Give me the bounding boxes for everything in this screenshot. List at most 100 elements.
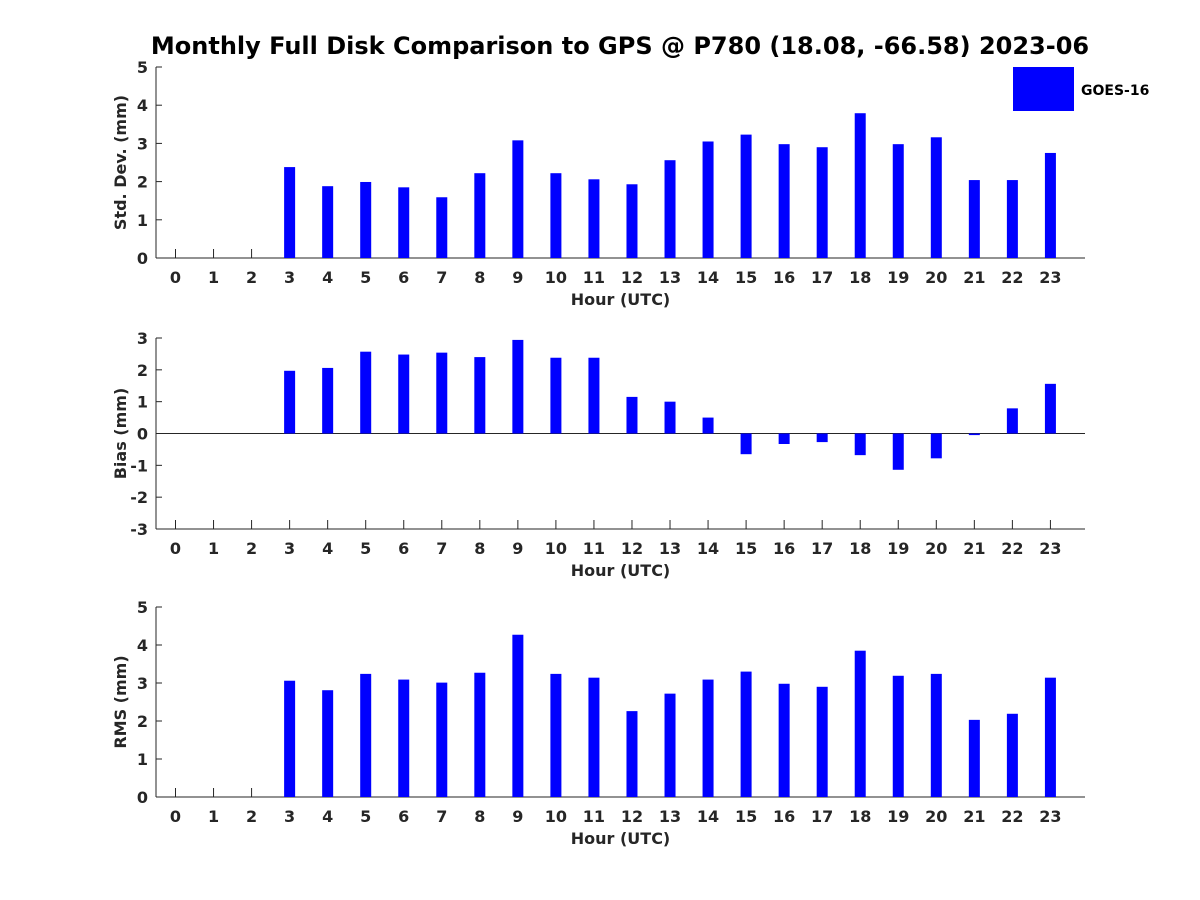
x-tick-label: 7 [436,807,447,826]
bar-hour-6 [398,679,410,797]
legend: GOES-16 [1013,67,1149,111]
bar-hour-16 [778,683,790,797]
y-tick-label: 3 [137,329,148,348]
x-tick-label: 22 [1001,268,1023,287]
x-tick-label: 14 [697,268,719,287]
x-tick-label: 2 [246,807,257,826]
x-tick-label: 19 [887,539,909,558]
x-tick-label: 1 [208,539,219,558]
x-tick-label: 22 [1001,807,1023,826]
x-tick-label: 1 [208,807,219,826]
x-tick-label: 16 [773,539,795,558]
bar-hour-16 [778,144,790,258]
bar-hour-4 [322,367,334,434]
bar-hour-11 [588,179,600,258]
x-tick-label: 3 [284,807,295,826]
x-tick-label: 8 [474,268,485,287]
bar-hour-14 [702,141,714,258]
bar-hour-22 [1006,408,1018,434]
x-tick-label: 20 [925,807,947,826]
x-tick-label: 11 [583,539,605,558]
bar-hour-21 [968,433,980,436]
y-tick-label: -1 [130,456,148,475]
bar-hour-7 [436,197,448,258]
bar-hour-11 [588,677,600,797]
x-tick-label: 18 [849,807,871,826]
x-tick-label: 20 [925,268,947,287]
x-tick-label: 16 [773,268,795,287]
bar-hour-19 [892,144,904,258]
y-axis-label: RMS (mm) [111,655,130,748]
y-tick-label: 0 [137,249,148,268]
y-tick-label: 5 [137,58,148,77]
x-tick-label: 8 [474,807,485,826]
x-tick-label: 6 [398,807,409,826]
bar-hour-19 [892,433,904,470]
bar-hour-8 [474,672,486,797]
x-tick-label: 10 [545,268,567,287]
x-tick-label: 9 [512,807,523,826]
y-tick-label: 2 [137,712,148,731]
x-tick-label: 15 [735,268,757,287]
x-tick-label: 13 [659,807,681,826]
chart-title: Monthly Full Disk Comparison to GPS @ P7… [151,32,1089,60]
x-tick-label: 23 [1039,268,1061,287]
y-tick-label: 2 [137,361,148,380]
bar-hour-7 [436,682,448,797]
y-tick-label: 5 [137,598,148,617]
legend-label: GOES-16 [1081,83,1149,99]
x-tick-label: 9 [512,268,523,287]
bar-hour-12 [626,396,638,434]
y-tick-label: 1 [137,211,148,230]
bar-hour-13 [664,693,676,797]
x-tick-label: 21 [963,268,985,287]
bar-hour-13 [664,160,676,258]
y-tick-label: -3 [130,520,148,539]
bar-hour-9 [512,140,524,258]
x-tick-label: 16 [773,807,795,826]
bar-hour-15 [740,671,752,797]
bar-hour-23 [1044,152,1056,258]
bar-hour-22 [1006,713,1018,797]
x-tick-label: 22 [1001,539,1023,558]
bar-hour-10 [550,173,562,258]
bar-hour-21 [968,180,980,258]
x-tick-label: 4 [322,268,333,287]
x-tick-label: 12 [621,539,643,558]
bar-hour-23 [1044,677,1056,797]
bar-hour-10 [550,673,562,797]
bar-hour-7 [436,352,448,434]
bar-hour-3 [284,370,296,434]
x-tick-label: 10 [545,807,567,826]
x-tick-label: 0 [170,268,181,287]
x-tick-label: 2 [246,268,257,287]
y-tick-label: 3 [137,134,148,153]
x-tick-label: 21 [963,539,985,558]
x-tick-label: 21 [963,807,985,826]
x-tick-label: 19 [887,268,909,287]
bar-hour-3 [284,680,296,797]
bar-hour-3 [284,167,296,258]
bar-hour-12 [626,711,638,797]
x-tick-label: 18 [849,268,871,287]
bar-hour-4 [322,186,334,258]
legend-swatch [1013,67,1074,111]
x-axis-label: Hour (UTC) [571,561,671,580]
y-axis-label: Std. Dev. (mm) [111,95,130,230]
x-axis-label: Hour (UTC) [571,829,671,848]
y-tick-label: 4 [137,96,148,115]
bar-hour-17 [816,147,828,258]
bar-hour-8 [474,357,486,434]
x-tick-label: 11 [583,268,605,287]
x-tick-label: 5 [360,268,371,287]
x-tick-label: 19 [887,807,909,826]
x-tick-label: 5 [360,539,371,558]
bar-hour-20 [930,673,942,797]
x-tick-label: 15 [735,539,757,558]
bar-hour-15 [740,433,752,455]
bar-hour-22 [1006,180,1018,258]
y-axis-label: Bias (mm) [111,388,130,480]
